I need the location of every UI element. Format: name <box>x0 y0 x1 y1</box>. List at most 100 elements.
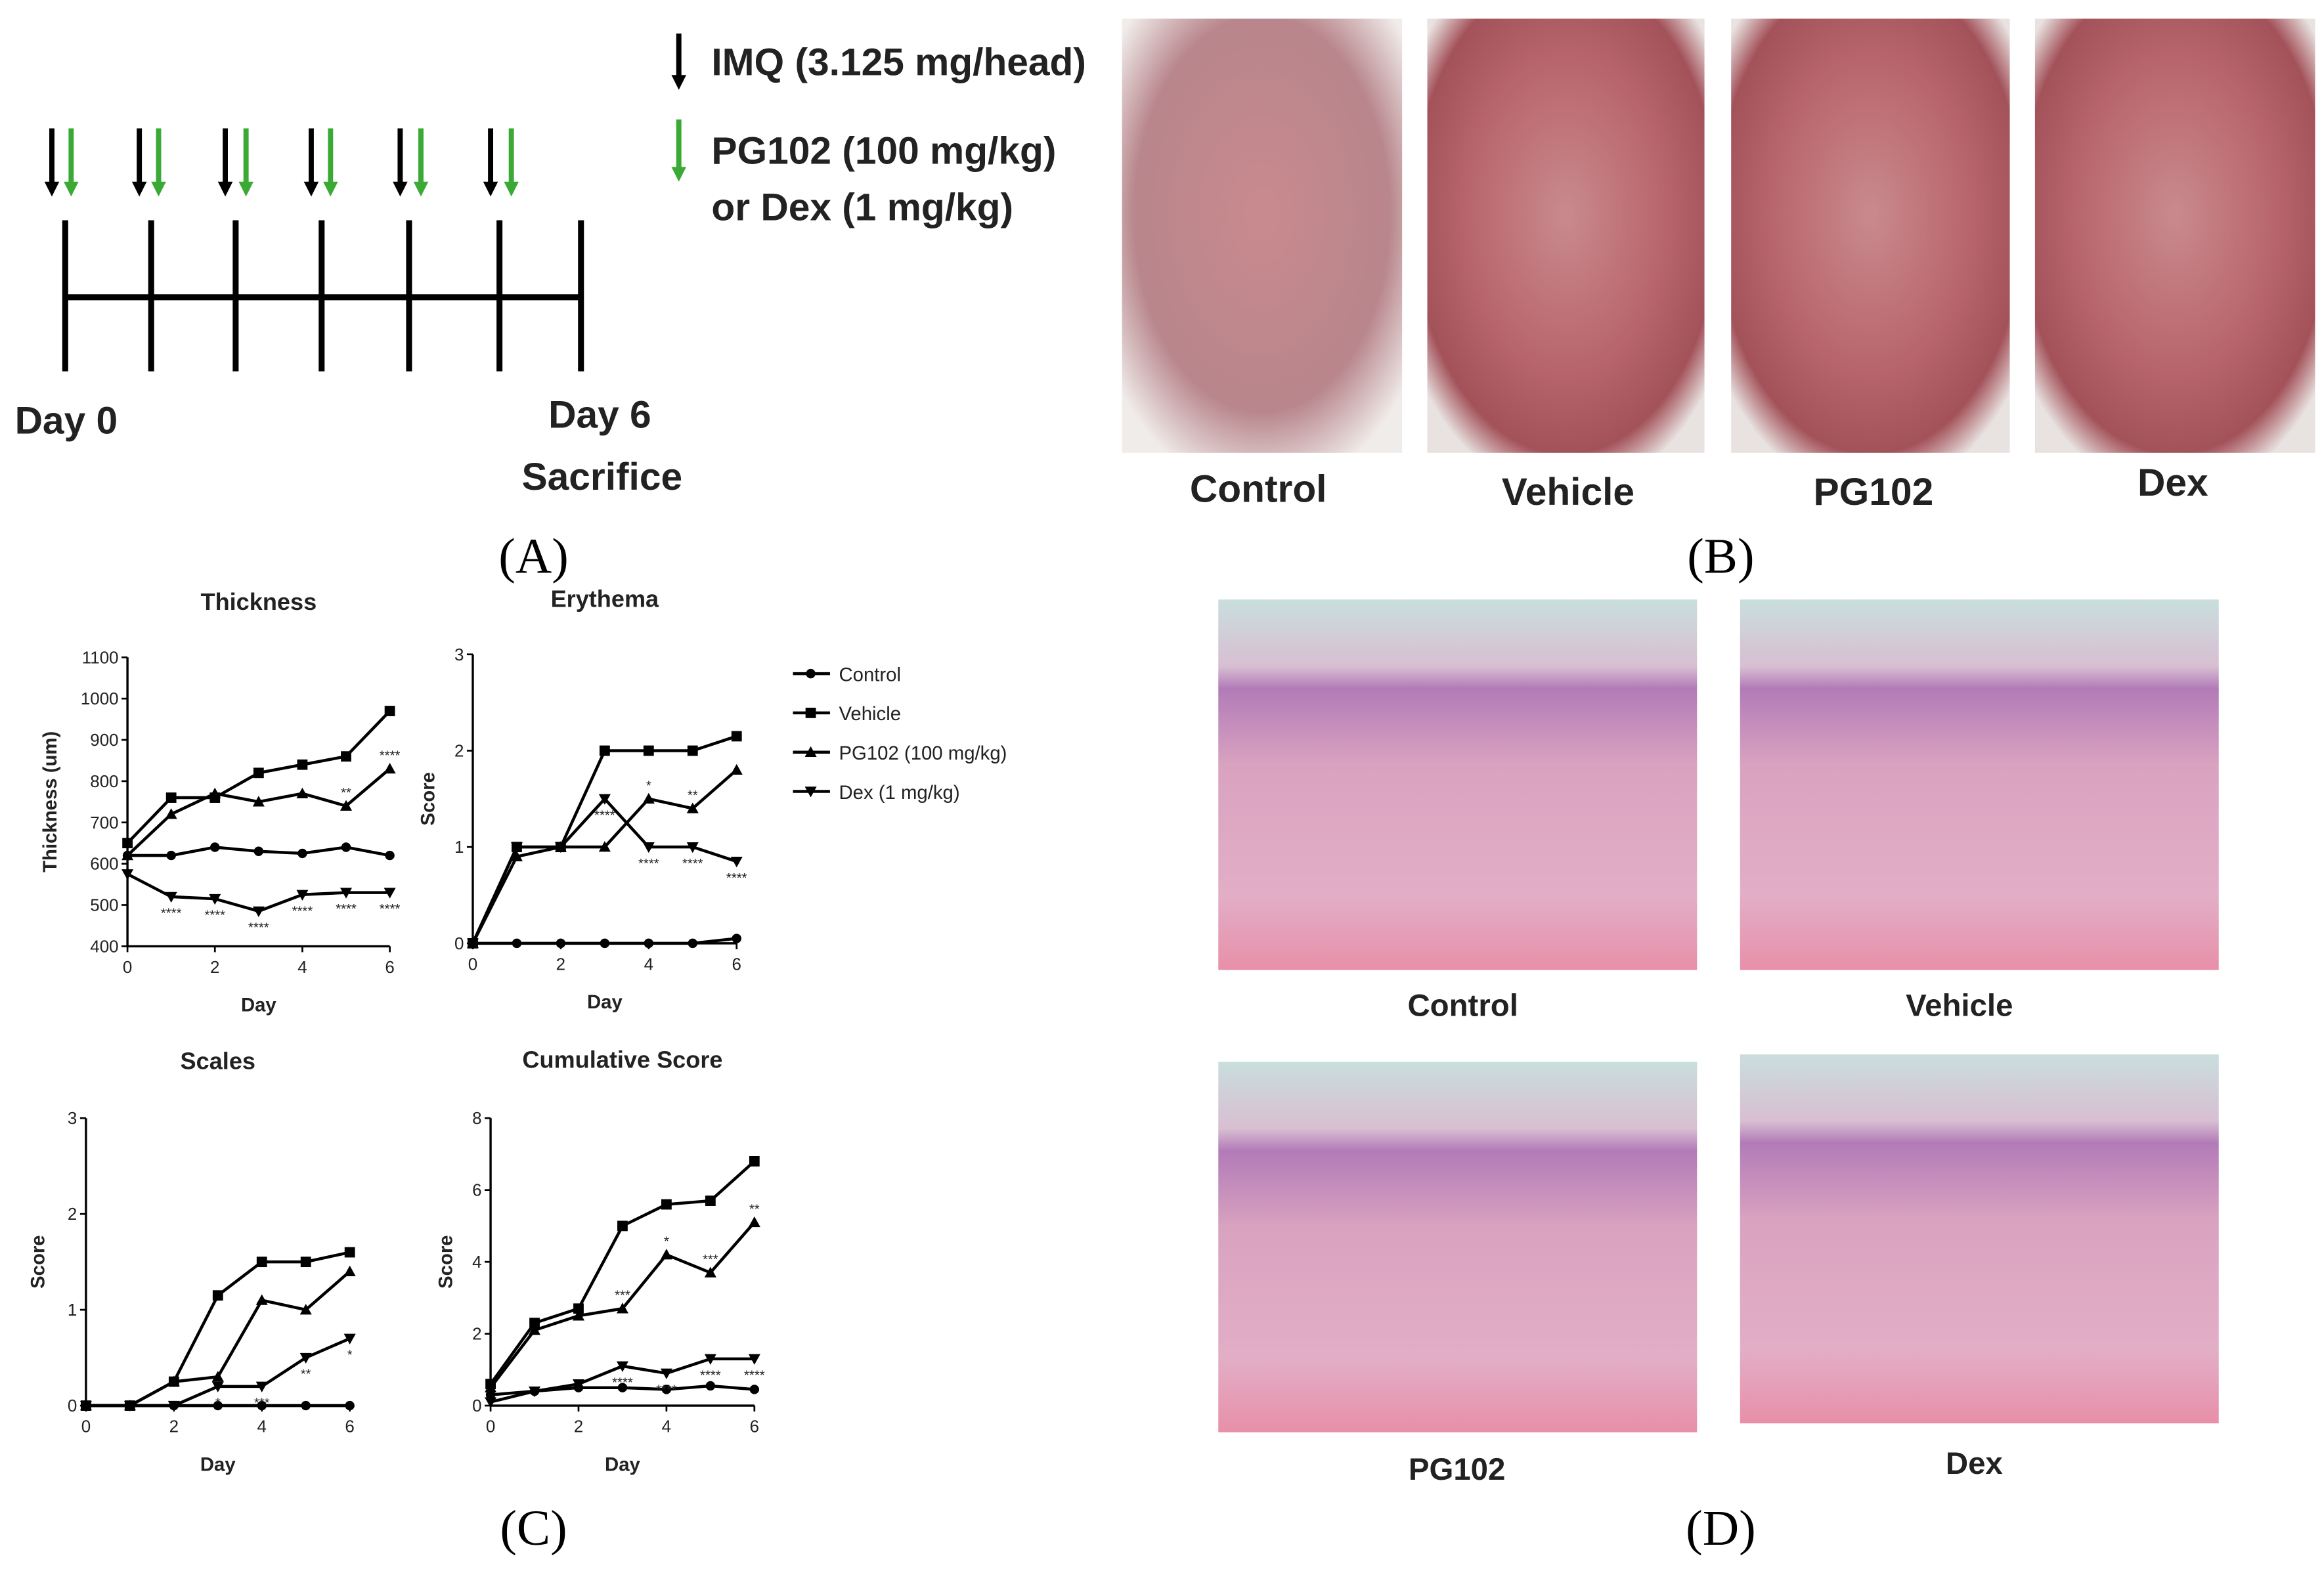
marker <box>616 1361 628 1372</box>
histology-label: Control <box>1407 988 1518 1023</box>
significance-label: ** <box>688 788 698 803</box>
marker <box>529 1324 541 1335</box>
marker <box>466 938 479 949</box>
marker <box>617 1220 628 1232</box>
marker <box>748 1216 760 1228</box>
marker <box>732 934 741 943</box>
y-tick-label: 0 <box>68 1397 77 1415</box>
marker <box>660 1249 672 1260</box>
marker <box>748 1354 760 1365</box>
marker <box>598 841 611 852</box>
x-tick-label: 0 <box>81 1418 91 1436</box>
y-tick-label: 2 <box>454 742 464 760</box>
significance-label: **** <box>700 1369 721 1383</box>
marker <box>252 906 265 917</box>
marker <box>749 1155 760 1167</box>
marker <box>79 1400 92 1412</box>
histology-image <box>1740 599 2219 970</box>
marker <box>385 850 395 861</box>
legend-label: Vehicle <box>839 703 901 725</box>
photo-group <box>1122 18 2315 453</box>
arrow-head <box>671 75 686 90</box>
panel-label: (C) <box>500 1500 567 1556</box>
significance-label: * <box>664 1235 669 1249</box>
y-tick-label: 1 <box>454 838 464 857</box>
marker <box>255 1294 268 1305</box>
timeline <box>62 220 584 372</box>
y-axis-label: Thickness (um) <box>39 731 61 872</box>
legend-label: PG102 (100 mg/kg) <box>839 742 1007 764</box>
marker <box>529 1386 541 1398</box>
x-tick-label: 4 <box>297 958 307 977</box>
marker <box>660 1368 672 1379</box>
marker <box>253 767 264 779</box>
legend-label: Dex (1 mg/kg) <box>839 782 959 804</box>
marker <box>705 1195 716 1206</box>
y-tick-label: 3 <box>454 646 464 664</box>
x-tick-label: 2 <box>169 1418 179 1436</box>
legend-label: Control <box>839 664 901 685</box>
arrow-head <box>151 181 166 197</box>
marker <box>572 1379 585 1390</box>
x-tick-label: 2 <box>556 955 565 974</box>
marker <box>688 938 698 949</box>
photo <box>1731 18 2010 453</box>
arrow-head <box>303 181 319 197</box>
x-tick-label: 6 <box>732 955 741 974</box>
arrow-head <box>323 181 338 197</box>
marker <box>344 1247 355 1258</box>
marker <box>252 796 265 807</box>
significance-label: **** <box>380 902 401 916</box>
marker <box>644 938 654 949</box>
marker <box>165 792 177 803</box>
x-axis-label: Day <box>587 991 623 1013</box>
marker <box>704 1266 716 1278</box>
marker <box>572 1310 585 1321</box>
marker <box>643 745 654 756</box>
marker <box>510 850 523 862</box>
dose-arrows <box>44 33 686 197</box>
significance-label: * <box>215 1396 221 1410</box>
chart-title: Erythema <box>551 586 659 613</box>
significance-label: **** <box>161 907 182 921</box>
marker <box>730 856 743 868</box>
significance-label: *** <box>703 1253 718 1267</box>
x-axis-label: Day <box>241 995 276 1016</box>
marker <box>730 764 743 775</box>
marker <box>345 1400 355 1411</box>
arrow-head <box>238 181 253 197</box>
significance-label: *** <box>615 1289 630 1303</box>
series-line <box>489 1160 756 1385</box>
x-tick-label: 2 <box>574 1418 583 1436</box>
histology-label: PG102 <box>1409 1452 1506 1487</box>
histology-group <box>1218 599 2219 1432</box>
significance-label: **** <box>204 909 225 923</box>
marker <box>642 842 655 853</box>
marker <box>686 802 699 813</box>
x-tick-label: 4 <box>257 1418 267 1436</box>
histology-label: Vehicle <box>1906 988 2013 1023</box>
marker <box>341 842 351 852</box>
y-tick-label: 900 <box>90 731 118 750</box>
chart-title: Scales <box>181 1048 255 1075</box>
marker <box>485 1381 497 1392</box>
marker <box>253 846 264 856</box>
legend-marker <box>805 708 816 718</box>
marker <box>573 1303 584 1314</box>
marker <box>642 792 655 804</box>
marker <box>167 1375 180 1387</box>
histology-image <box>1218 1062 1698 1432</box>
day-start: Day 0 <box>15 399 118 442</box>
y-axis-label: Score <box>435 1235 456 1289</box>
significance-label: *** <box>254 1396 270 1410</box>
marker <box>121 869 134 880</box>
significance-label: ** <box>749 1202 760 1216</box>
y-tick-label: 700 <box>90 814 118 832</box>
marker <box>340 800 353 811</box>
marker <box>297 759 308 770</box>
marker <box>340 888 353 899</box>
arrow-head <box>413 181 429 197</box>
marker <box>384 706 395 716</box>
marker <box>209 787 221 798</box>
